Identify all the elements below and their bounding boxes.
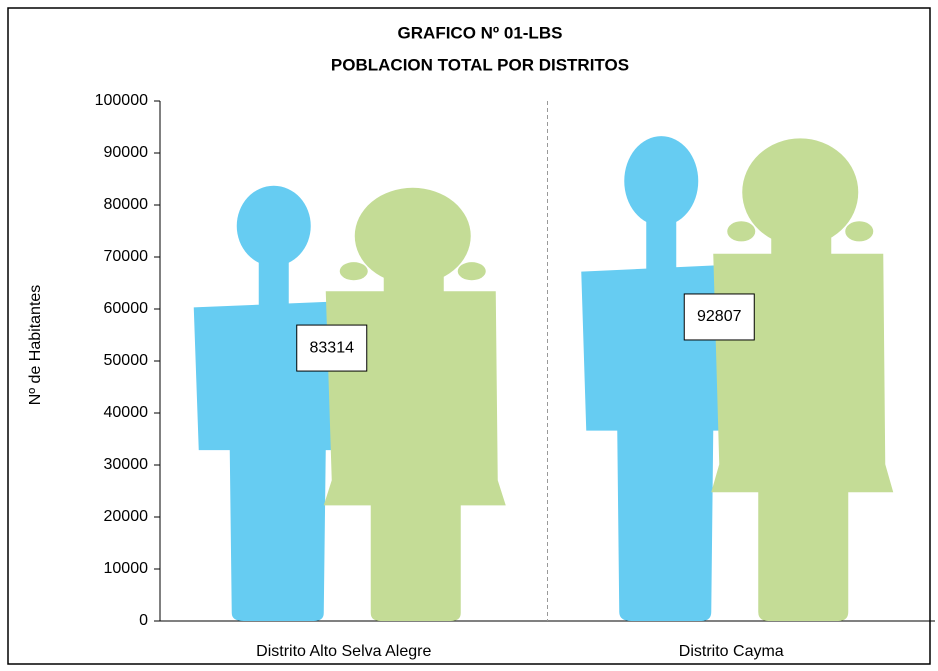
y-axis-label: Nº de Habitantes: [27, 285, 44, 406]
girl-hair: [354, 187, 471, 285]
girl-hair-flip: [457, 262, 486, 281]
boy-head: [236, 185, 311, 267]
chart-title: POBLACION TOTAL POR DISTRITOS: [331, 55, 629, 74]
data-label: 83314: [310, 339, 355, 356]
girl-figure: [323, 274, 506, 621]
x-tick-label: Distrito Alto Selva Alegre: [256, 643, 431, 660]
y-tick-label: 20000: [104, 508, 149, 525]
girl-hair-flip: [339, 262, 368, 281]
y-tick-label: 0: [139, 612, 148, 629]
y-tick-label: 50000: [104, 352, 149, 369]
y-tick-label: 90000: [104, 144, 149, 161]
y-tick-label: 100000: [95, 92, 148, 109]
y-tick-label: 40000: [104, 404, 149, 421]
boy-head: [624, 136, 699, 226]
girl-hair-flip: [845, 221, 874, 242]
y-tick-label: 10000: [104, 560, 149, 577]
data-label-box: [683, 293, 755, 341]
y-tick-label: 70000: [104, 248, 149, 265]
x-tick-label: Distrito Cayma: [679, 643, 784, 660]
data-label: 92807: [697, 308, 742, 325]
girl-hair-flip: [727, 221, 756, 242]
y-tick-label: 30000: [104, 456, 149, 473]
y-tick-label: 80000: [104, 196, 149, 213]
girl-hair: [742, 138, 859, 246]
data-label-box: [296, 324, 368, 372]
girl-figure: [711, 234, 894, 621]
y-tick-label: 60000: [104, 300, 149, 317]
chart-title: GRAFICO Nº 01-LBS: [398, 23, 563, 42]
